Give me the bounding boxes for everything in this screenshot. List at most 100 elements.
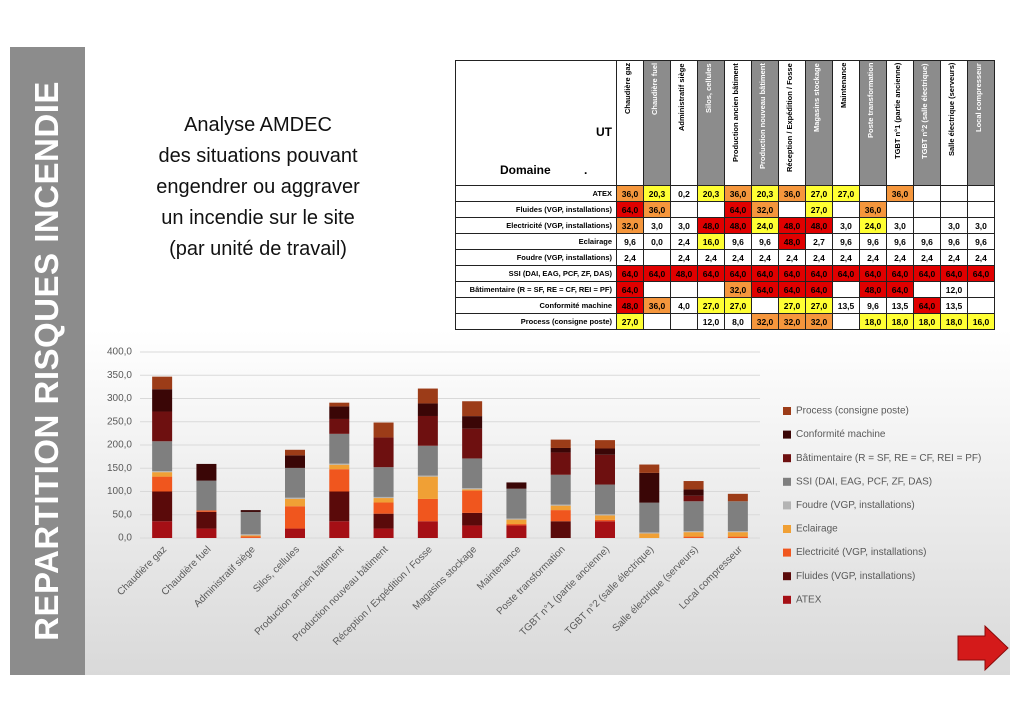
next-arrow[interactable] xyxy=(957,624,1009,672)
table-cell: 18,0 xyxy=(859,313,887,330)
bar-segment xyxy=(240,536,261,538)
legend-label: Process (consigne poste) xyxy=(796,406,909,417)
table-cell: 20,3 xyxy=(643,185,671,202)
table-cell: 64,0 xyxy=(832,265,860,282)
table-cell: 2,4 xyxy=(724,249,752,266)
table-cell xyxy=(751,297,779,314)
bar-segment xyxy=(506,518,527,520)
domain-label: Domaine . xyxy=(500,163,588,177)
bar-segment xyxy=(417,521,438,538)
bar-segment xyxy=(506,524,527,526)
bar-segment xyxy=(550,521,571,538)
bar-segment xyxy=(329,464,350,470)
bar-segment xyxy=(417,415,438,446)
table-row: Fluides (VGP, installations) 64,0 36,0 64,0… xyxy=(455,201,995,218)
table-cell: 2,7 xyxy=(805,233,833,250)
table-cell: 36,0 xyxy=(778,185,806,202)
column-header: Production nouveau bâtiment xyxy=(751,60,779,186)
bar-segment xyxy=(506,482,527,489)
table-cell: 48,0 xyxy=(778,233,806,250)
ut-label: UT xyxy=(596,125,612,139)
table-cell: 2,4 xyxy=(778,249,806,266)
legend-swatch xyxy=(783,572,791,581)
x-tick-label: Production ancien bâtiment xyxy=(253,544,347,638)
bar-segment xyxy=(373,437,394,468)
x-tick-label: TGBT n°2 (salle électrique) xyxy=(563,544,656,637)
bar-segment xyxy=(506,525,527,538)
bar-segment xyxy=(240,510,261,512)
bar-segment xyxy=(595,521,615,538)
table-cell: 9,6 xyxy=(913,233,941,250)
bar-segment xyxy=(727,531,748,533)
bar-segment xyxy=(550,474,571,505)
table-cell: 27,0 xyxy=(724,297,752,314)
table-cell: 27,0 xyxy=(616,313,644,330)
table-cell: 18,0 xyxy=(940,313,968,330)
y-tick-label: 350,0 xyxy=(107,370,132,381)
bar-segment xyxy=(462,512,483,526)
table-cell: 36,0 xyxy=(859,201,887,218)
table-cell: 2,4 xyxy=(805,249,833,266)
table-cell xyxy=(670,281,698,298)
corner-cell: UT Domaine . xyxy=(455,60,617,186)
bar-segment xyxy=(462,458,483,489)
bar-segment xyxy=(152,441,173,472)
legend-label: SSI (DAI, EAG, PCF, ZF, DAS) xyxy=(796,476,932,487)
bar-segment xyxy=(462,428,483,459)
table-cell: 64,0 xyxy=(805,281,833,298)
bar-segment xyxy=(329,402,350,407)
legend-label: Fluides (VGP, installations) xyxy=(796,571,915,582)
x-tick-label: Production nouveau bâtiment xyxy=(291,544,391,644)
column-header: Administratif siège xyxy=(670,60,698,186)
bar-segment xyxy=(285,498,305,507)
table-cell: 9,6 xyxy=(940,233,968,250)
bar-segment xyxy=(152,476,173,492)
table-cell: 2,4 xyxy=(859,249,887,266)
bar-segment xyxy=(462,488,483,490)
x-tick-label: Salle électrique (serveurs) xyxy=(611,544,701,634)
table-row: Bâtimentaire (R = SF, RE = CF, REI = PF)… xyxy=(455,281,995,298)
table-cell: 13,5 xyxy=(886,297,914,314)
bar-segment xyxy=(683,501,704,532)
column-header: Local compresseur xyxy=(967,60,995,186)
risk-table: UT Domaine . Chaudière gaz Chaudière fuel Ad… xyxy=(455,60,995,330)
bar-segment xyxy=(595,484,615,515)
table-cell: 18,0 xyxy=(913,313,941,330)
bar-segment xyxy=(152,376,173,390)
table-cell: 32,0 xyxy=(724,281,752,298)
background-shade xyxy=(85,330,1010,675)
y-tick-label: 300,0 xyxy=(107,393,132,404)
bar-segment xyxy=(152,472,173,477)
table-cell: 32,0 xyxy=(751,201,779,218)
y-tick-label: 200,0 xyxy=(107,440,132,451)
bar-segment xyxy=(462,525,483,538)
table-cell: 32,0 xyxy=(616,217,644,234)
table-cell: 3,0 xyxy=(832,217,860,234)
description-line: des situations pouvant xyxy=(158,145,358,167)
bar-segment xyxy=(462,401,483,417)
table-cell xyxy=(913,281,941,298)
header-row: UT Domaine . Chaudière gaz Chaudière fuel Ad… xyxy=(455,60,995,186)
table-cell xyxy=(832,313,860,330)
bar-segment xyxy=(329,469,350,492)
description: Analyse AMDEC des situations pouvant engen… xyxy=(118,110,398,265)
bar-segment xyxy=(196,511,217,529)
bar-segment xyxy=(506,519,527,525)
column-header: TGBT n°2 (salle électrique) xyxy=(913,60,941,186)
table-cell: 9,6 xyxy=(967,233,995,250)
legend-swatch xyxy=(783,477,791,486)
y-tick-label: 0,0 xyxy=(118,533,132,544)
table-cell xyxy=(913,201,941,218)
table-cell xyxy=(643,313,671,330)
bar-segment xyxy=(462,416,483,429)
bar-segment xyxy=(595,454,615,485)
table-row: ATEX 36,0 20,3 0,2 20,3 36,0 20,3 36,0 27,0 27,0 3… xyxy=(455,185,995,202)
table-cell: 2,4 xyxy=(832,249,860,266)
table-cell: 36,0 xyxy=(886,185,914,202)
bar-segment xyxy=(285,467,305,498)
bar-segment xyxy=(285,497,305,499)
bar-segment xyxy=(373,502,394,514)
bar-segment xyxy=(196,463,217,481)
legend-label: Foudre (VGP, installations) xyxy=(796,500,915,511)
